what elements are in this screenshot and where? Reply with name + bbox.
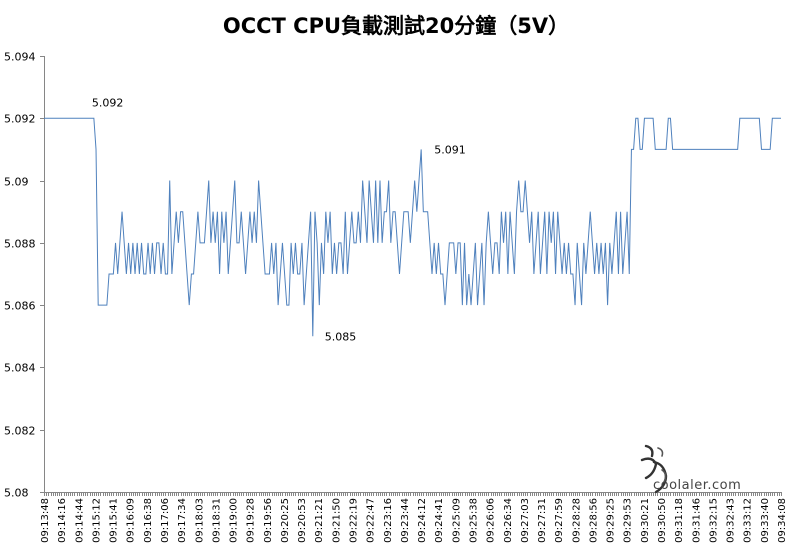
x-tick-label: 09:27:03 [520, 498, 531, 543]
x-tick-label: 09:16:38 [143, 498, 154, 543]
x-tick-label: 09:18:31 [211, 498, 222, 543]
x-tick-label: 09:14:16 [57, 498, 68, 543]
x-tick-label: 09:22:47 [366, 498, 377, 543]
x-tick-label: 09:15:12 [91, 498, 102, 543]
x-tick-label: 09:29:25 [606, 498, 617, 543]
x-tick-label: 09:26:34 [503, 498, 514, 543]
y-tick-label: 5.086 [4, 300, 36, 313]
x-tick-label: 09:30:21 [640, 498, 651, 543]
x-tick-label: 09:22:19 [349, 498, 360, 543]
x-tick-label: 09:30:50 [657, 498, 668, 543]
x-tick-label: 09:20:53 [297, 498, 308, 543]
y-tick-label: 5.082 [4, 425, 36, 438]
y-tick-label: 5.09 [4, 176, 29, 189]
data-label: 5.092 [92, 96, 124, 109]
watermark-text: coolaler.com [653, 478, 742, 493]
x-tick-label: 09:21:50 [331, 498, 342, 543]
x-tick-label: 09:25:09 [451, 498, 462, 543]
y-tick-label: 5.08 [4, 487, 29, 500]
y-tick-label: 5.092 [4, 113, 36, 126]
x-tick-label: 09:24:41 [434, 498, 445, 543]
x-tick-label: 09:24:12 [417, 498, 428, 543]
x-tick-label: 09:20:25 [280, 498, 291, 543]
data-annotations: 5.092 5.085 5.091 [92, 96, 466, 343]
coolaler-logo-icon [640, 444, 668, 494]
y-tick-label: 5.094 [4, 51, 36, 64]
x-tick-label: 09:15:41 [109, 498, 120, 543]
x-tick-label: 09:16:09 [126, 498, 137, 543]
chart-title: OCCT CPU負載測試20分鐘（5V） [222, 14, 570, 38]
data-label: 5.085 [325, 330, 357, 343]
x-tick-label: 09:18:03 [194, 498, 205, 543]
x-tick-label: 09:32:15 [708, 498, 719, 543]
x-tick-label: 09:25:38 [468, 498, 479, 543]
x-tick-label: 09:28:28 [571, 498, 582, 543]
x-tick-label: 09:31:46 [691, 498, 702, 543]
data-label: 5.091 [434, 143, 466, 156]
x-tick-label: 09:17:34 [177, 498, 188, 543]
axes [44, 56, 781, 493]
x-axis-ticks: 09:13:48 09:14:16 09:14:44 09:15:12 09:15:41… [40, 492, 788, 543]
x-tick-label: 09:33:40 [760, 498, 771, 543]
x-tick-label: 09:28:56 [588, 498, 599, 543]
x-tick-label: 09:23:16 [383, 498, 394, 543]
x-tick-label: 09:31:18 [674, 498, 685, 543]
x-tick-label: 09:32:43 [726, 498, 737, 543]
x-tick-label: 09:23:44 [400, 498, 411, 543]
y-axis-ticks: 5.094 5.092 5.09 5.088 5.086 5.084 5.082 5.08 [4, 51, 44, 500]
series-line [44, 117, 781, 337]
y-tick-label: 5.084 [4, 362, 36, 375]
x-tick-label: 09:13:48 [40, 498, 51, 543]
x-tick-label: 09:17:06 [160, 498, 171, 543]
x-tick-label: 09:34:08 [777, 498, 788, 543]
x-tick-label: 09:27:59 [554, 498, 565, 543]
y-tick-label: 5.088 [4, 238, 36, 251]
x-tick-label: 09:26:06 [486, 498, 497, 543]
x-tick-label: 09:33:12 [743, 498, 754, 543]
x-tick-label: 09:19:28 [246, 498, 257, 543]
x-tick-label: 09:21:21 [314, 498, 325, 543]
x-tick-label: 09:14:44 [74, 498, 85, 543]
x-tick-label: 09:19:00 [229, 498, 240, 543]
x-tick-label: 09:27:31 [537, 498, 548, 543]
x-tick-label: 09:29:53 [623, 498, 634, 543]
x-tick-label: 09:19:56 [263, 498, 274, 543]
